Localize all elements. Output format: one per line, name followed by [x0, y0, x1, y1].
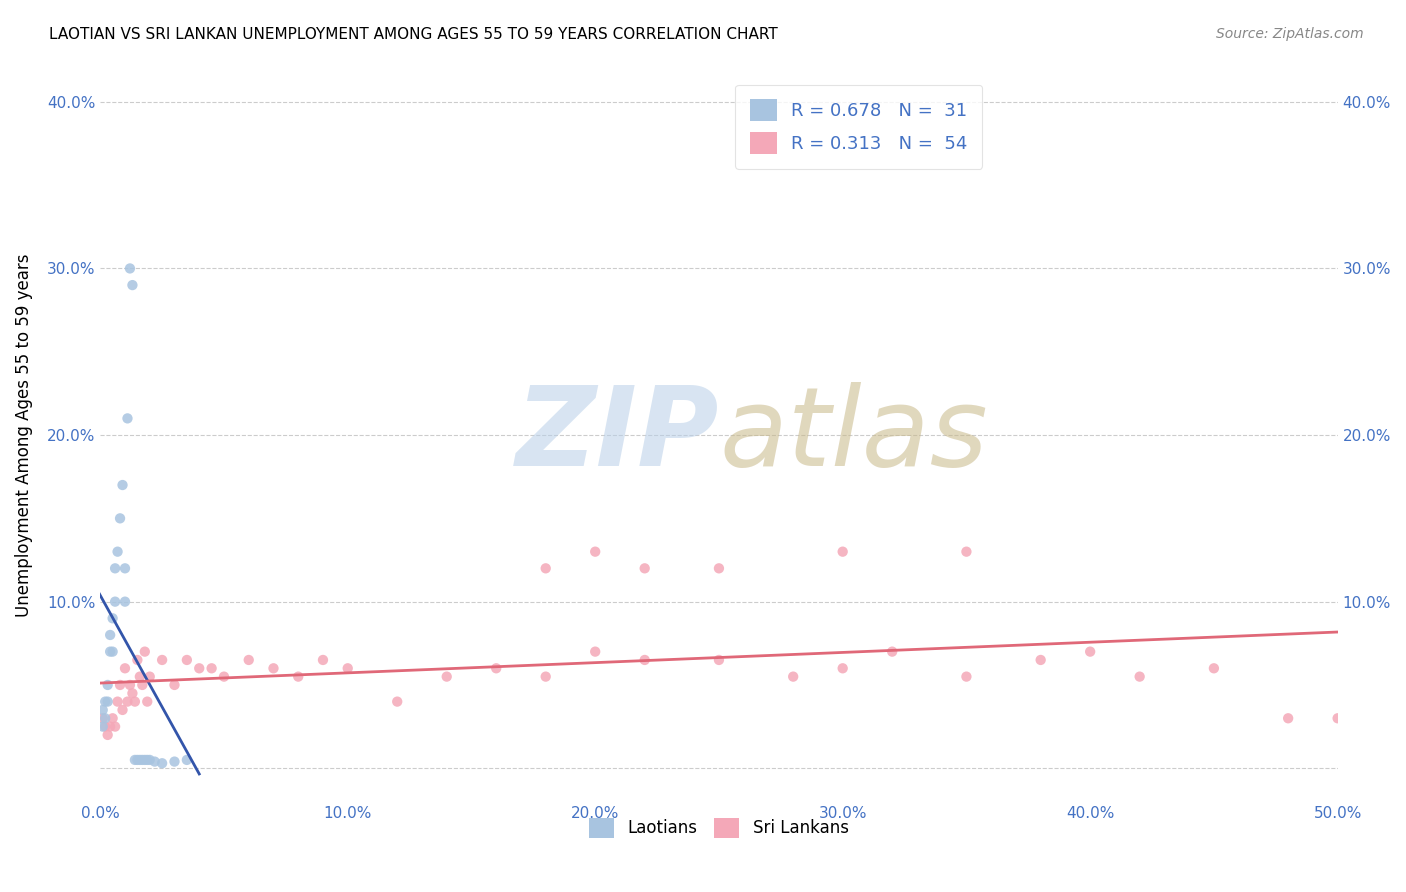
Point [108, 511, 131, 525]
Point [485, 661, 508, 675]
Point [1202, 661, 1225, 675]
Point [97, 695, 120, 709]
Point [94, 695, 117, 709]
Point [124, 753, 146, 767]
Point [583, 544, 606, 558]
Point [882, 645, 904, 659]
Point [97, 678, 120, 692]
Point [104, 720, 127, 734]
Point [107, 544, 129, 558]
Point [114, 561, 136, 575]
Point [118, 261, 141, 276]
Point [91, 711, 114, 725]
Point [955, 544, 977, 558]
Point [101, 611, 124, 625]
Point [150, 653, 173, 667]
Point [117, 411, 139, 425]
Point [117, 695, 139, 709]
Point [128, 670, 150, 684]
Point [312, 653, 335, 667]
Point [436, 670, 458, 684]
Point [111, 478, 134, 492]
Point [136, 695, 159, 709]
Point [131, 753, 153, 767]
Point [387, 695, 409, 709]
Point [534, 670, 557, 684]
Point [212, 670, 235, 684]
Point [127, 653, 149, 667]
Point [134, 645, 156, 659]
Point [201, 661, 224, 675]
Point [101, 711, 124, 725]
Point [583, 645, 606, 659]
Point [534, 561, 557, 575]
Point [707, 653, 730, 667]
Point [107, 695, 129, 709]
Point [831, 661, 853, 675]
Point [287, 670, 309, 684]
Point [634, 561, 657, 575]
Point [336, 661, 359, 675]
Point [136, 753, 159, 767]
Point [1277, 711, 1299, 725]
Point [139, 753, 162, 767]
Text: atlas: atlas [718, 382, 987, 489]
Point [97, 728, 120, 742]
Point [101, 645, 124, 659]
Point [1326, 711, 1348, 725]
Point [98, 628, 121, 642]
Point [121, 686, 143, 700]
Legend: Laotians, Sri Lankans: Laotians, Sri Lankans [582, 811, 855, 845]
Point [1078, 645, 1101, 659]
Point [91, 703, 114, 717]
Point [98, 720, 121, 734]
Point [104, 561, 127, 575]
Text: LAOTIAN VS SRI LANKAN UNEMPLOYMENT AMONG AGES 55 TO 59 YEARS CORRELATION CHART: LAOTIAN VS SRI LANKAN UNEMPLOYMENT AMONG… [49, 27, 778, 42]
Point [94, 720, 117, 734]
Point [139, 670, 162, 684]
Point [111, 703, 134, 717]
Point [94, 711, 117, 725]
Point [707, 561, 730, 575]
Point [91, 720, 114, 734]
Text: ZIP: ZIP [516, 382, 718, 489]
Point [150, 756, 173, 771]
Point [176, 753, 198, 767]
Point [104, 594, 127, 608]
Point [124, 695, 146, 709]
Point [128, 753, 150, 767]
Point [176, 653, 198, 667]
Point [114, 661, 136, 675]
Point [118, 678, 141, 692]
Point [1029, 653, 1052, 667]
Point [121, 278, 143, 293]
Point [1129, 670, 1152, 684]
Point [98, 645, 121, 659]
Point [131, 678, 153, 692]
Point [127, 753, 149, 767]
Point [163, 678, 186, 692]
Point [831, 544, 853, 558]
Point [782, 670, 804, 684]
Point [163, 755, 186, 769]
Point [114, 594, 136, 608]
Point [108, 678, 131, 692]
Point [955, 670, 977, 684]
Y-axis label: Unemployment Among Ages 55 to 59 years: Unemployment Among Ages 55 to 59 years [15, 253, 32, 616]
Point [263, 661, 285, 675]
Point [188, 661, 211, 675]
Point [634, 653, 657, 667]
Point [238, 653, 260, 667]
Text: Source: ZipAtlas.com: Source: ZipAtlas.com [1216, 27, 1364, 41]
Point [143, 755, 166, 769]
Point [134, 753, 156, 767]
